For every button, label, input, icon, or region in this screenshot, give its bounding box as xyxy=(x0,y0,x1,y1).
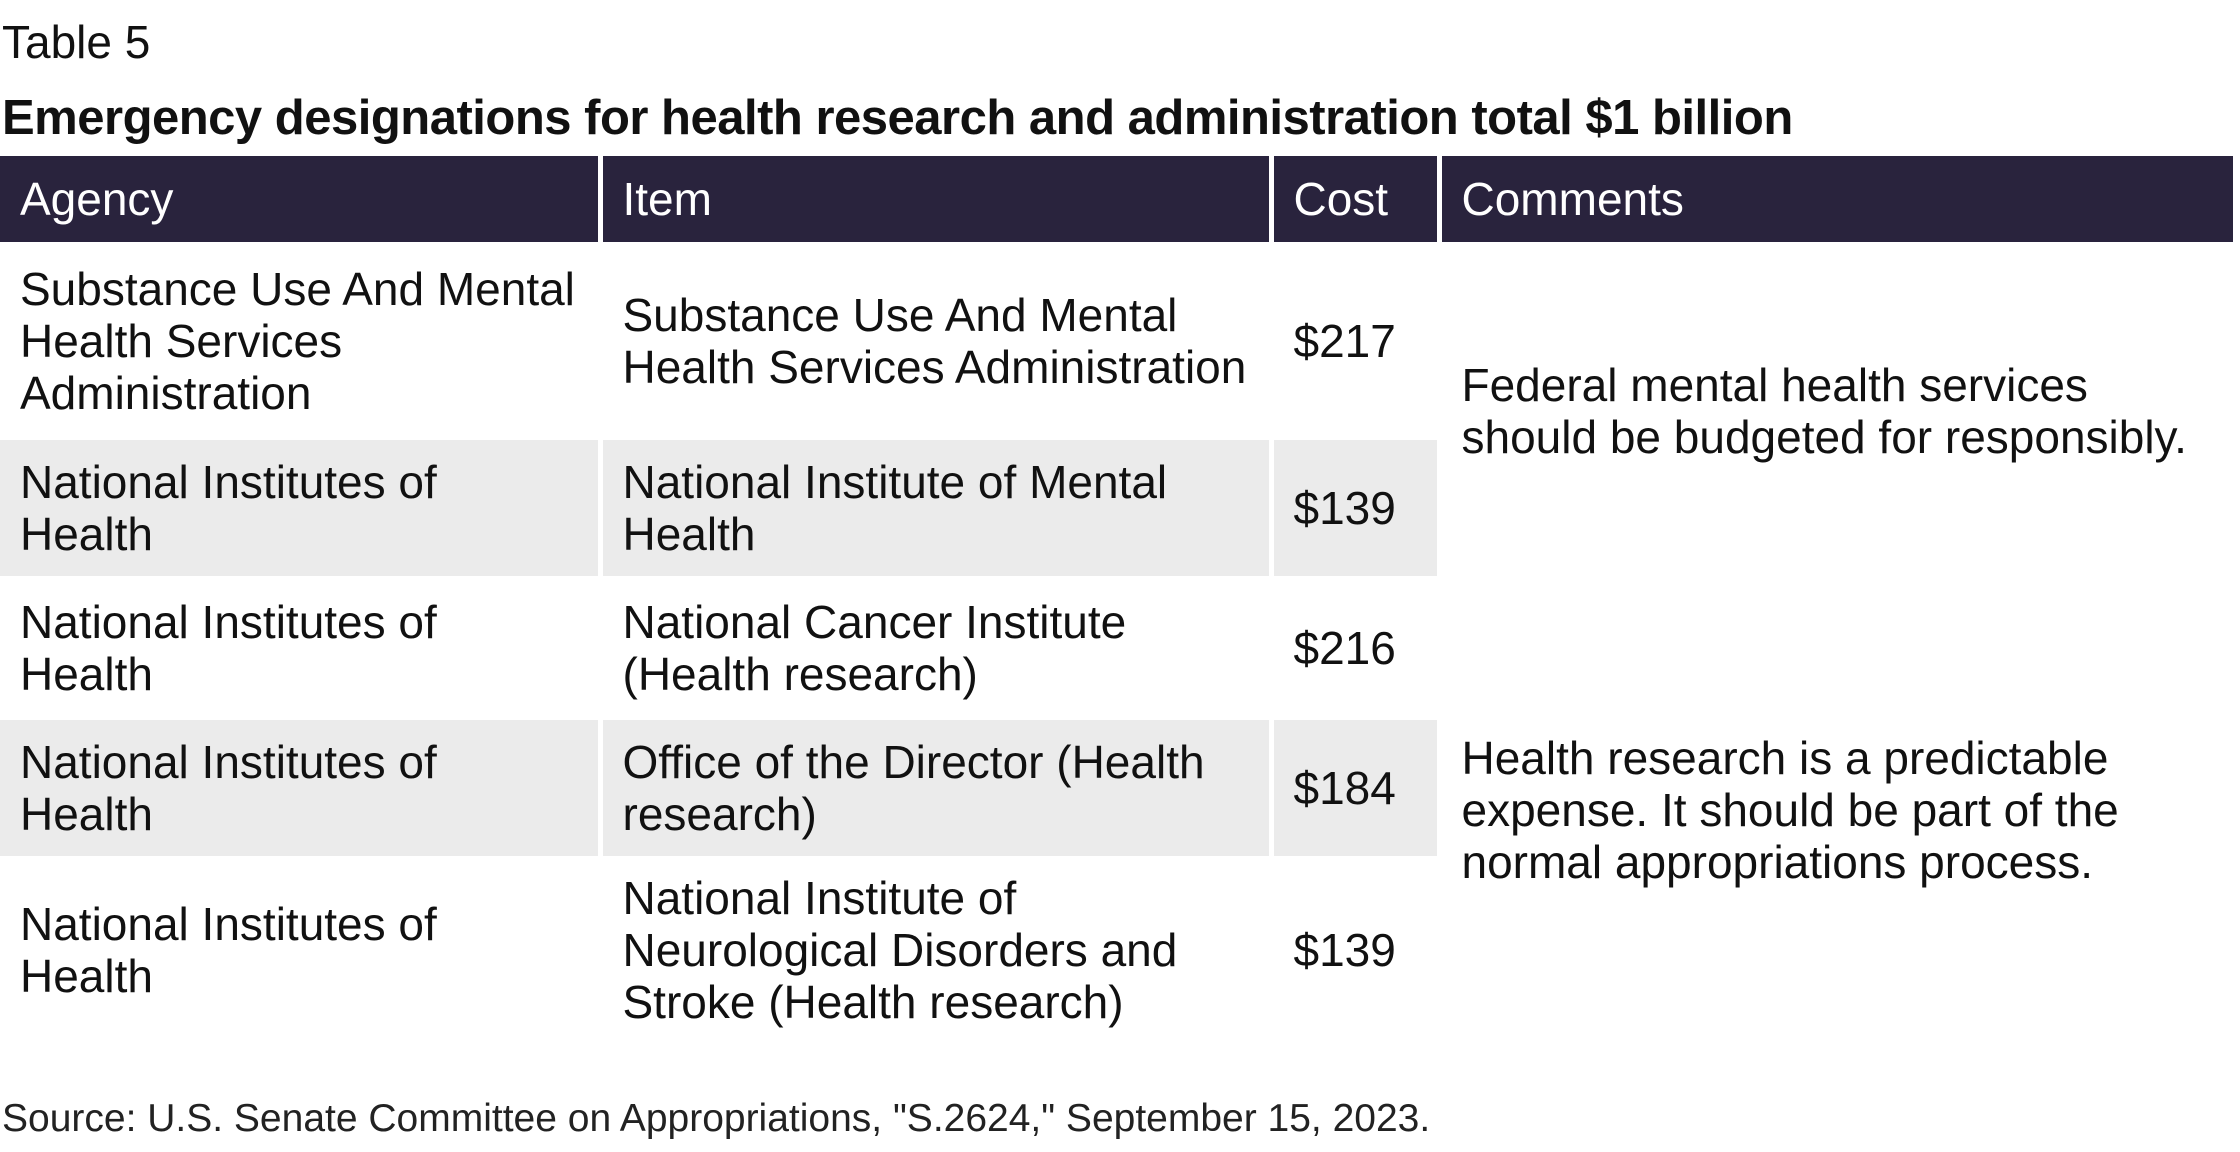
comment-cell: Federal mental health services should be… xyxy=(1439,244,2238,580)
comment-cell: Health research is a predictable expense… xyxy=(1439,578,2238,1044)
header-row: Agency Item Cost Comments xyxy=(0,156,2238,246)
cost-cell: $217 xyxy=(1271,244,1442,440)
item-cell: National Cancer Institute (Health resear… xyxy=(600,578,1274,720)
agency-cell: Substance Use And Mental Health Services… xyxy=(0,244,603,440)
table: Agency Item Cost Comments Substance Use And… xyxy=(0,156,2238,1044)
agency-cell: National Institutes of Health xyxy=(0,858,603,1044)
cost-cell: $216 xyxy=(1271,578,1442,720)
table-label: Table 5 xyxy=(2,16,151,68)
column-header: Cost xyxy=(1271,156,1442,246)
item-cell: National Institute of Neurological Disor… xyxy=(600,858,1274,1044)
item-cell: National Institute of Mental Health xyxy=(600,438,1274,580)
column-header: Agency xyxy=(0,156,603,246)
agency-cell: National Institutes of Health xyxy=(0,578,603,720)
table-title: Emergency designations for health resear… xyxy=(2,91,1793,145)
item-cell: Substance Use And Mental Health Services… xyxy=(600,244,1274,440)
agency-cell: National Institutes of Health xyxy=(0,438,603,580)
column-header: Item xyxy=(600,156,1274,246)
cost-cell: $184 xyxy=(1271,718,1442,860)
table-row: National Institutes of Health Office of t… xyxy=(0,718,2236,860)
table-row: Substance Use And Mental Health Services… xyxy=(0,244,2238,580)
table-row: National Institutes of Health National Ca… xyxy=(0,578,2238,1044)
item-cell: Office of the Director (Health research) xyxy=(600,718,1274,860)
table-body: Substance Use And Mental Health Services… xyxy=(0,244,2238,1044)
agency-cell: National Institutes of Health xyxy=(0,718,603,860)
source-note: Source: U.S. Senate Committee on Appropr… xyxy=(2,1097,1431,1140)
column-header: Comments xyxy=(1439,156,2238,246)
table-row: National Institutes of Health National In… xyxy=(0,858,2236,1044)
cost-cell: $139 xyxy=(1271,438,1442,580)
table-row: National Institutes of Health National In… xyxy=(0,438,2236,580)
cost-cell: $139 xyxy=(1271,858,1442,1044)
